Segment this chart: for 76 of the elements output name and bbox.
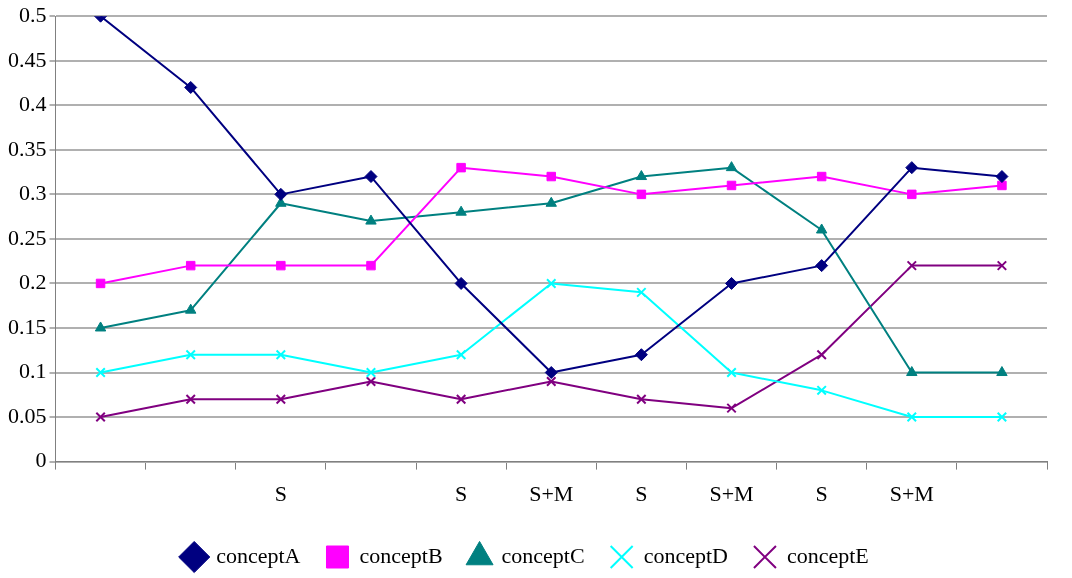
point <box>184 80 198 94</box>
point <box>996 411 1008 423</box>
point <box>906 260 918 271</box>
y-tick-label: 0.25 <box>8 224 47 250</box>
point <box>995 170 1009 184</box>
y-tick-label: 0.1 <box>19 358 47 384</box>
point <box>725 276 739 290</box>
legend-label: conceptD <box>643 542 728 568</box>
point <box>816 385 827 396</box>
legend-label: conceptB <box>359 542 443 568</box>
point <box>905 161 919 175</box>
point <box>275 394 287 405</box>
point <box>185 260 196 271</box>
point <box>95 411 106 423</box>
point <box>365 214 377 225</box>
point <box>996 366 1008 377</box>
point <box>365 376 377 387</box>
point <box>455 394 467 405</box>
point <box>276 260 286 271</box>
point <box>455 205 467 216</box>
point <box>634 348 648 362</box>
point <box>365 367 377 378</box>
legend-label: conceptE <box>786 542 869 568</box>
y-tick-label: 0.5 <box>19 1 47 27</box>
x-tick-label: S+M <box>889 480 934 506</box>
point <box>815 259 829 273</box>
y-tick-label: 0.3 <box>19 180 47 206</box>
point <box>275 349 287 360</box>
point <box>726 367 737 378</box>
x-tick-label: S <box>815 480 828 506</box>
y-tick-label: 0.35 <box>8 135 47 161</box>
y-tick-label: 0.15 <box>8 313 47 339</box>
legend-label: conceptC <box>501 542 585 568</box>
point <box>185 349 196 360</box>
point <box>95 367 106 378</box>
point <box>545 196 557 207</box>
point <box>726 402 737 414</box>
point <box>456 162 466 173</box>
point <box>544 366 558 380</box>
point <box>636 394 647 405</box>
y-tick-label: 0 <box>35 447 47 473</box>
point <box>546 171 556 182</box>
point <box>185 394 196 405</box>
point <box>635 170 648 181</box>
point <box>816 171 827 182</box>
point <box>996 260 1008 271</box>
point <box>95 278 106 289</box>
y-tick-label: 0.4 <box>19 91 47 117</box>
point <box>364 170 378 184</box>
x-tick-label: S <box>635 480 648 506</box>
x-tick-label: S <box>274 480 287 506</box>
point <box>274 187 288 201</box>
x-tick-label: S+M <box>709 480 754 506</box>
point <box>906 411 918 423</box>
point <box>997 180 1007 191</box>
point <box>366 260 376 271</box>
point <box>454 276 468 290</box>
point <box>816 349 827 360</box>
point <box>546 278 557 289</box>
point <box>94 321 107 332</box>
y-tick-label: 0.05 <box>8 402 47 428</box>
y-tick-label: 0.45 <box>8 46 47 72</box>
point <box>636 189 647 200</box>
point <box>815 223 828 234</box>
point <box>185 303 197 314</box>
point <box>906 366 918 377</box>
point <box>726 180 737 191</box>
y-tick-label: 0.2 <box>19 269 47 295</box>
point <box>455 349 467 360</box>
legend-label: conceptA <box>216 542 301 568</box>
point <box>725 161 738 172</box>
point <box>546 376 557 387</box>
x-tick-label: S+M <box>529 480 574 506</box>
point <box>636 287 647 298</box>
point <box>907 189 917 200</box>
x-tick-label: S <box>454 480 468 506</box>
